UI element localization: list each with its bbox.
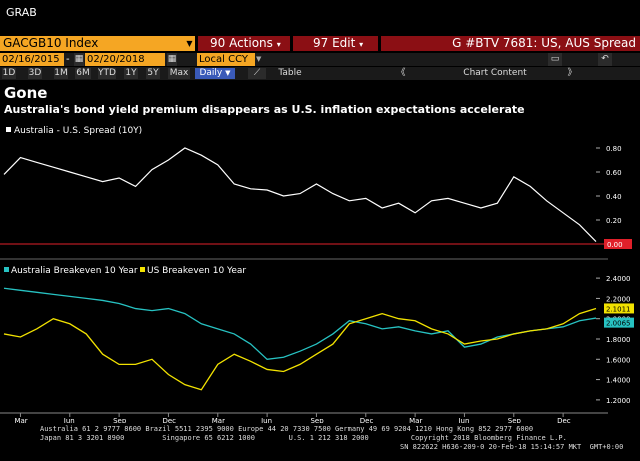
range-button-1d[interactable]: 1D: [2, 68, 16, 79]
end-date-field[interactable]: 02/20/2018: [85, 53, 165, 66]
legend-swatch-spread: [6, 127, 11, 132]
collapse-left-icon[interactable]: 《: [396, 68, 406, 78]
line-chart-icon[interactable]: ⟋: [248, 68, 266, 79]
y-tick-label: 0.80: [606, 145, 622, 153]
x-tick-label: Mar: [212, 417, 225, 423]
actions-menu-button[interactable]: 90 Actions ▾: [198, 36, 290, 51]
chart-content-button[interactable]: Chart Content: [463, 68, 527, 78]
y-tick-label: 2.2000: [606, 295, 631, 303]
caret-down-icon: ▾: [276, 40, 281, 49]
range-button-ytd[interactable]: YTD: [98, 68, 116, 79]
legend-swatch-us-breakeven: [140, 267, 145, 272]
y-tick-label: 0.20: [606, 217, 622, 225]
y-tick-label: 1.4000: [606, 377, 631, 385]
chevron-down-icon: ▼: [225, 69, 231, 77]
date-separator: -: [66, 54, 70, 65]
upper-panel: [0, 118, 608, 258]
edit-menu-button[interactable]: 97 Edit ▾: [293, 36, 378, 51]
x-tick-label: Sep: [508, 417, 522, 423]
range-button-1m[interactable]: 1M: [54, 68, 68, 79]
table-button[interactable]: Table: [278, 68, 302, 78]
spread-series-line: [3, 147, 597, 243]
screen-icon[interactable]: ▭: [548, 53, 562, 66]
legend-label-spread: Australia - U.S. Spread (10Y): [14, 126, 142, 136]
x-axis: MarJunSepDecMarJunSepDecMarJunSepDec2015…: [0, 412, 608, 423]
frequency-label: Daily: [199, 68, 223, 78]
aus-breakeven-line: [3, 287, 597, 360]
footer-contact-line: Australia 61 2 9777 8600 Brazil 5511 239…: [40, 425, 534, 433]
ticker-field[interactable]: GACGB10 Index: [0, 36, 195, 51]
y-tick-label: 1.8000: [606, 336, 631, 344]
us-last-value-badge: [604, 303, 634, 314]
chart-area: Australia - U.S. Spread (10Y) Australia …: [0, 118, 634, 423]
undo-icon[interactable]: ↶: [598, 53, 612, 66]
footer-session-line: SN 822622 H636-209-0 20-Feb-18 15:14:57 …: [400, 443, 624, 451]
last-value-badge: [604, 239, 632, 249]
frequency-select[interactable]: Daily ▼: [195, 68, 235, 79]
currency-select[interactable]: Local CCY: [197, 53, 255, 66]
start-date-field[interactable]: 02/16/2015: [0, 53, 64, 66]
range-button-6m[interactable]: 6M: [75, 68, 91, 79]
x-tick-label: Jun: [260, 417, 272, 423]
y-tick-label: 1.2000: [606, 397, 631, 405]
aus-last-value-label: 2.0065: [606, 320, 631, 328]
range-button-max[interactable]: Max: [168, 68, 190, 79]
upper-plot: 0.80 0.60 0.40 0.20 0.00: [0, 145, 632, 249]
grab-label: GRAB: [6, 6, 37, 19]
calendar-icon[interactable]: ▦: [167, 53, 177, 66]
range-bar: [0, 67, 640, 80]
y-tick-label: 0.60: [606, 169, 622, 177]
edit-label: 97 Edit: [313, 36, 356, 50]
chart-banner: G #BTV 7681: US, AUS Spread: [381, 36, 640, 51]
range-button-5y[interactable]: 5Y: [146, 68, 160, 79]
y-tick-label: 0.40: [606, 193, 622, 201]
us-last-value-label: 2.1011: [606, 305, 631, 313]
x-tick-label: Jun: [63, 417, 75, 423]
x-tick-label: Dec: [360, 417, 374, 423]
y-tick-label: 1.6000: [606, 356, 631, 364]
x-tick-label: Dec: [557, 417, 571, 423]
aus-last-value-badge: [604, 317, 634, 328]
x-tick-label: Mar: [409, 417, 422, 423]
lower-plot: 2.40002.20002.00001.80001.60001.40001.20…: [3, 275, 634, 405]
x-tick-label: Sep: [310, 417, 324, 423]
actions-label: 90 Actions: [210, 36, 273, 50]
range-button-1y[interactable]: 1Y: [124, 68, 138, 79]
caret-down-icon: ▾: [359, 40, 364, 49]
x-tick-label: Dec: [162, 417, 176, 423]
legend-label-aus-breakeven: Australia Breakeven 10 Year: [11, 266, 138, 276]
ticker-dropdown-icon[interactable]: ▼: [186, 39, 193, 48]
calendar-icon[interactable]: ▦: [74, 53, 84, 66]
last-value-label: 0.00: [607, 241, 623, 249]
x-tick-label: Sep: [113, 417, 127, 423]
footer-copyright-line: Japan 81 3 3201 8900 Singapore 65 6212 1…: [40, 434, 567, 442]
chart-subtitle: Australia's bond yield premium disappear…: [4, 103, 525, 116]
x-tick-label: Mar: [14, 417, 27, 423]
x-tick-label: Jun: [457, 417, 469, 423]
us-breakeven-line: [3, 307, 597, 391]
legend-label-us-breakeven: US Breakeven 10 Year: [147, 266, 246, 276]
y-tick-label: 2.4000: [606, 275, 631, 283]
range-button-3d[interactable]: 3D: [28, 68, 42, 79]
expand-right-icon[interactable]: 》: [567, 68, 577, 78]
chart-title: Gone: [4, 84, 48, 102]
legend-swatch-aus-breakeven: [4, 267, 9, 272]
chevron-down-icon[interactable]: ▼: [256, 55, 262, 63]
